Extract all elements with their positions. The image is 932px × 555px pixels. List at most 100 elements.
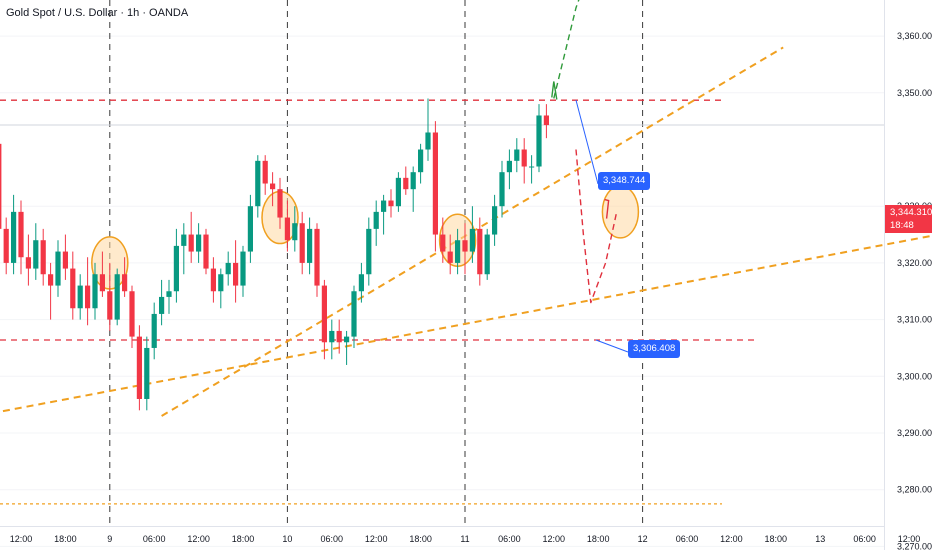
- candle-body: [366, 228, 372, 275]
- time-tick-label: 9: [107, 534, 112, 544]
- candle-body: [18, 211, 24, 258]
- candle-body: [0, 143, 2, 229]
- bearish-projection-path: [575, 149, 618, 304]
- time-tick-label: 06:00: [321, 534, 344, 544]
- candle-body: [218, 274, 224, 292]
- time-tick-label: 06:00: [498, 534, 521, 544]
- candle-body: [499, 172, 505, 207]
- time-tick-label: 12: [638, 534, 648, 544]
- chart-title: Gold Spot / U.S. Dollar · 1h · OANDA: [6, 7, 189, 19]
- candle-body: [240, 251, 246, 286]
- candle-body: [262, 160, 268, 184]
- candle-body: [166, 291, 172, 297]
- time-tick-label: 06:00: [853, 534, 876, 544]
- price-axis-divider: [884, 0, 885, 550]
- time-tick-label: 12:00: [543, 534, 566, 544]
- time-tick-label: 18:00: [409, 534, 432, 544]
- candle-body: [85, 285, 91, 309]
- time-tick-label: 18:00: [587, 534, 610, 544]
- time-tick-label: 12:00: [10, 534, 33, 544]
- candle-body: [403, 177, 409, 190]
- candle-body: [277, 189, 283, 218]
- candle-body: [506, 160, 512, 173]
- candle-body: [92, 274, 98, 309]
- candle-body: [432, 132, 438, 235]
- upper-level-callout[interactable]: 3,348.744: [598, 172, 651, 190]
- candle-body: [321, 285, 327, 343]
- candle-body: [358, 274, 364, 292]
- candle-body: [469, 228, 475, 252]
- price-tick-label: 3,290.000: [897, 428, 932, 438]
- time-tick-label: 10: [282, 534, 292, 544]
- candle-body: [144, 347, 150, 399]
- time-tick-label: 06:00: [143, 534, 166, 544]
- upper-callout-leader: [575, 100, 599, 185]
- candle-body: [440, 234, 446, 252]
- candle-body: [381, 200, 387, 212]
- candle-body: [203, 234, 209, 269]
- candle-body: [529, 166, 535, 168]
- time-tick-label: 12:00: [187, 534, 210, 544]
- price-tick-label: 3,360.000: [897, 31, 932, 41]
- candle-body: [129, 291, 135, 337]
- candle-body: [373, 211, 379, 229]
- candle-body: [388, 200, 394, 207]
- candle-body: [55, 251, 61, 286]
- price-tick-label: 3,320.000: [897, 258, 932, 268]
- current-price-badge: 3,344.310 18:48: [885, 205, 932, 233]
- lower-level-callout[interactable]: 3,306.408: [628, 340, 681, 358]
- time-tick-label: 13: [815, 534, 825, 544]
- candle-body: [233, 262, 239, 286]
- bullish-arrowhead: [551, 81, 558, 100]
- time-tick-label: 18:00: [54, 534, 77, 544]
- candle-body: [33, 240, 39, 269]
- candle-body: [410, 172, 416, 190]
- bearish-arrowhead: [604, 198, 610, 219]
- candle-body: [395, 177, 401, 207]
- time-axis-divider: [0, 526, 884, 527]
- candle-body: [196, 234, 202, 252]
- bar-countdown: 18:48: [890, 220, 914, 231]
- price-tick-label: 3,350.000: [897, 88, 932, 98]
- candle-body: [455, 240, 461, 263]
- time-tick-label: 11: [460, 534, 469, 544]
- candle-body: [255, 160, 261, 207]
- candle-body: [351, 291, 357, 337]
- candle-body: [210, 268, 216, 292]
- candle-body: [188, 234, 194, 252]
- candle-body: [173, 245, 179, 292]
- candle-body: [314, 228, 320, 286]
- candle-body: [418, 149, 424, 173]
- candle-body: [514, 149, 520, 161]
- candle-body: [484, 234, 490, 275]
- time-tick-label: 06:00: [676, 534, 699, 544]
- candle-body: [329, 330, 335, 343]
- candle-body: [284, 217, 290, 241]
- time-tick-label: 12:00: [365, 534, 388, 544]
- candle-body: [307, 228, 313, 263]
- candle-body: [99, 274, 105, 292]
- lower-callout-leader: [595, 339, 629, 353]
- candle-body: [3, 228, 9, 263]
- candle-body: [25, 257, 31, 269]
- candle-body: [447, 251, 453, 263]
- candle-body: [292, 223, 298, 241]
- candle-body: [114, 274, 120, 320]
- price-tick-label: 3,280.000: [897, 485, 932, 495]
- candle-body: [247, 206, 253, 252]
- candle-body: [336, 330, 342, 343]
- time-tick-label: 18:00: [765, 534, 788, 544]
- trendline: [0, 234, 932, 413]
- candle-body: [225, 262, 231, 275]
- price-tick-label: 3,270.000: [897, 541, 932, 550]
- candle-body: [159, 296, 165, 314]
- current-price-value: 3,344.310: [890, 207, 932, 218]
- candle-body: [48, 274, 54, 286]
- candle-body: [521, 149, 527, 167]
- candle-body: [70, 268, 76, 309]
- candle-body: [492, 206, 498, 235]
- candle-body: [425, 132, 431, 150]
- price-tick-label: 3,300.000: [897, 371, 932, 381]
